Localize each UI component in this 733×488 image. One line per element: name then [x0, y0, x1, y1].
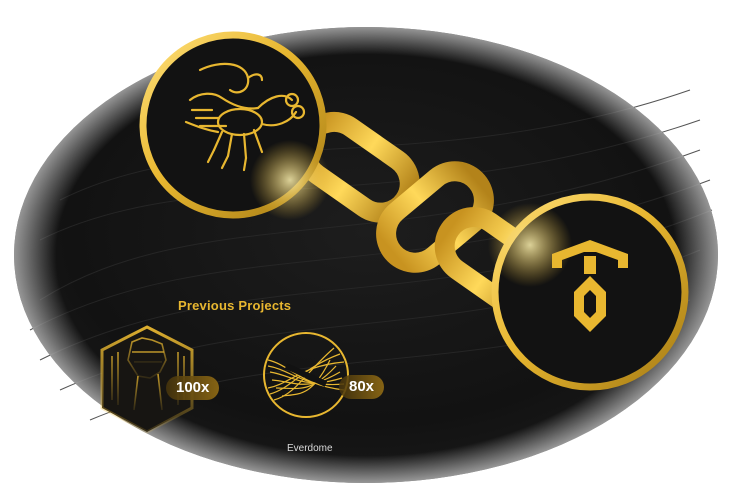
raised-fist-hexagon-icon [100, 325, 194, 434]
everdome-wave-icon [263, 332, 349, 418]
previous-projects-heading: Previous Projects [178, 298, 292, 313]
token-badge [488, 193, 689, 391]
multiplier-badge: 100x [166, 376, 220, 400]
token-logo-icon [552, 240, 628, 332]
project-name: Everdome [287, 443, 333, 454]
scorpion-icon [184, 62, 306, 172]
multiplier-badge: 80x [339, 375, 385, 399]
scorpion-badge [139, 31, 330, 220]
